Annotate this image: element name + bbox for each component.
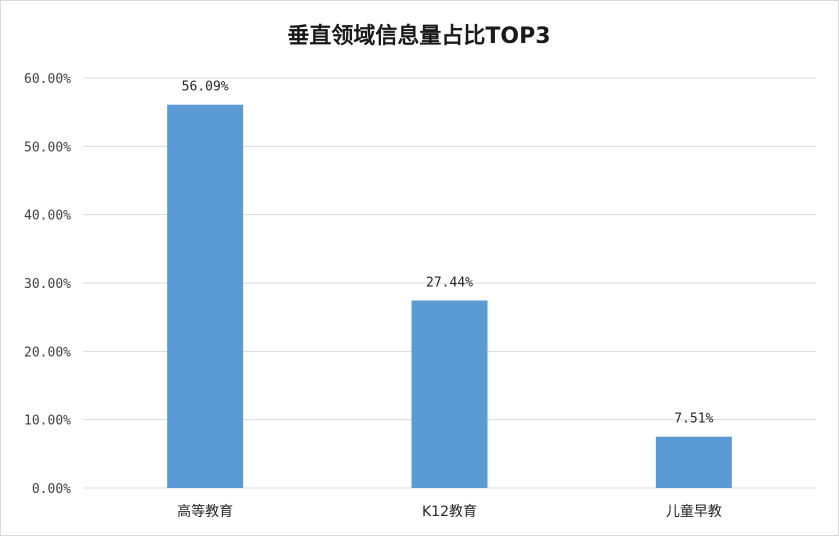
y-tick-label: 60.00% [24, 72, 71, 87]
bar-3 [655, 436, 732, 488]
data-labels: 56.09% 27.44% 7.51% [182, 80, 714, 427]
data-label: 56.09% [182, 80, 229, 95]
x-category-label: K12教育 [422, 504, 477, 520]
y-tick-label: 0.00% [32, 482, 71, 497]
y-tick-label: 50.00% [24, 140, 71, 155]
bar-2 [411, 300, 488, 488]
y-tick-label: 10.00% [24, 414, 71, 429]
bars [167, 104, 732, 489]
chart-title: 垂直领域信息量占比TOP3 [287, 23, 550, 49]
bar-1 [167, 104, 244, 489]
x-axis-categories: 高等教育 K12教育 儿童早教 [177, 503, 722, 520]
y-tick-label: 20.00% [24, 345, 71, 360]
data-label: 7.51% [674, 412, 713, 427]
y-tick-label: 40.00% [24, 209, 71, 224]
y-tick-label: 30.00% [24, 277, 71, 292]
x-category-label: 儿童早教 [666, 503, 722, 520]
y-axis-ticks: 0.00% 10.00% 20.00% 30.00% 40.00% 50.00% 60.00… [24, 72, 71, 497]
data-label: 27.44% [426, 275, 473, 290]
x-category-label: 高等教育 [177, 503, 233, 520]
